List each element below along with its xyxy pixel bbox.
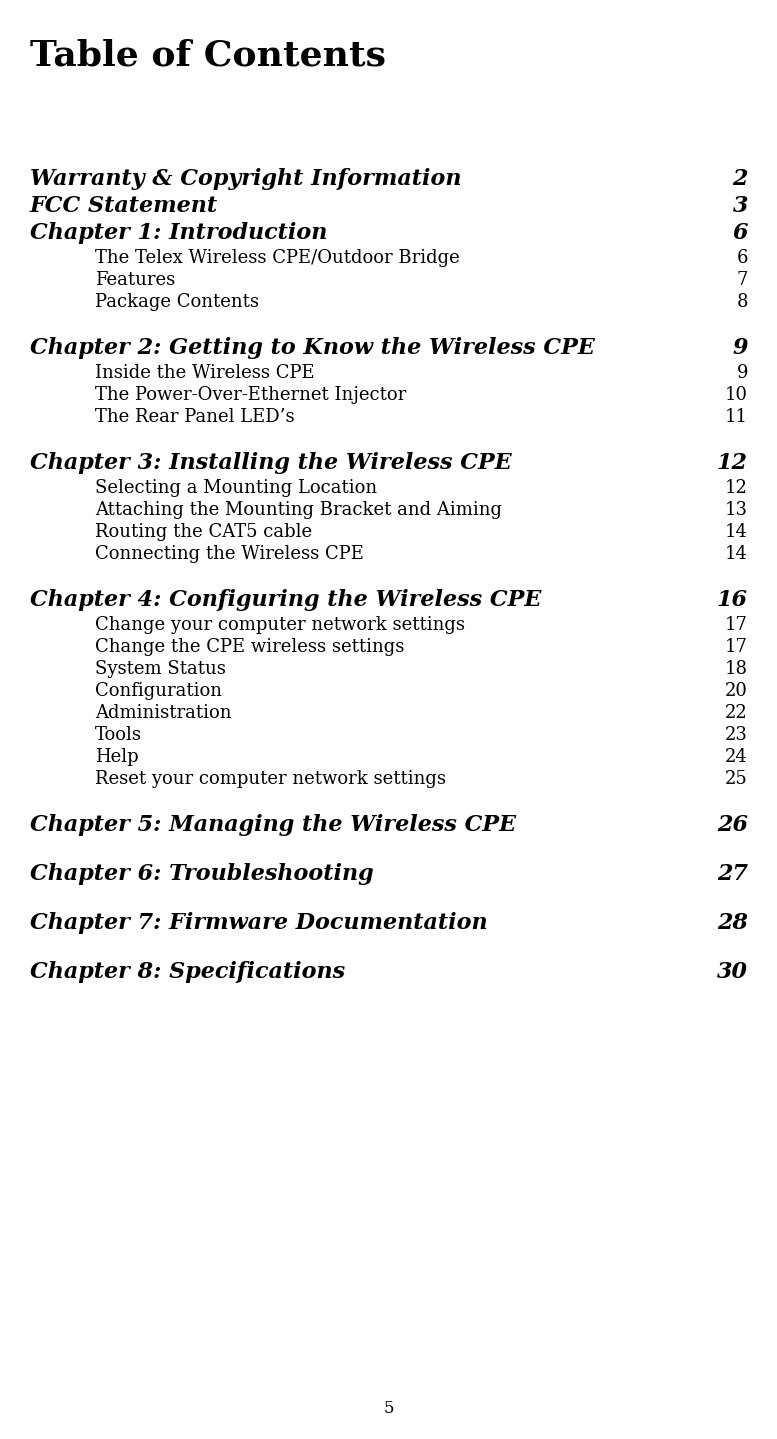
Text: 6: 6 xyxy=(737,249,748,268)
Text: 7: 7 xyxy=(737,271,748,289)
Text: 9: 9 xyxy=(737,364,748,381)
Text: 27: 27 xyxy=(717,863,748,885)
Text: Help: Help xyxy=(95,748,138,766)
Text: 8: 8 xyxy=(737,294,748,311)
Text: 20: 20 xyxy=(725,682,748,699)
Text: 17: 17 xyxy=(725,616,748,635)
Text: Inside the Wireless CPE: Inside the Wireless CPE xyxy=(95,364,315,381)
Text: Chapter 3: Installing the Wireless CPE: Chapter 3: Installing the Wireless CPE xyxy=(30,452,512,473)
Text: Table of Contents: Table of Contents xyxy=(30,37,386,72)
Text: Chapter 6: Troubleshooting: Chapter 6: Troubleshooting xyxy=(30,863,374,885)
Text: 23: 23 xyxy=(725,727,748,744)
Text: The Power-Over-Ethernet Injector: The Power-Over-Ethernet Injector xyxy=(95,386,406,404)
Text: Reset your computer network settings: Reset your computer network settings xyxy=(95,770,446,789)
Text: Warranty & Copyright Information: Warranty & Copyright Information xyxy=(30,168,462,190)
Text: 28: 28 xyxy=(717,912,748,934)
Text: 10: 10 xyxy=(725,386,748,404)
Text: Configuration: Configuration xyxy=(95,682,222,699)
Text: The Rear Panel LED’s: The Rear Panel LED’s xyxy=(95,409,294,426)
Text: 9: 9 xyxy=(733,337,748,358)
Text: Change the CPE wireless settings: Change the CPE wireless settings xyxy=(95,637,404,656)
Text: Chapter 8: Specifications: Chapter 8: Specifications xyxy=(30,961,345,983)
Text: 26: 26 xyxy=(717,814,748,836)
Text: Connecting the Wireless CPE: Connecting the Wireless CPE xyxy=(95,545,364,563)
Text: Chapter 1: Introduction: Chapter 1: Introduction xyxy=(30,222,327,245)
Text: 25: 25 xyxy=(725,770,748,789)
Text: Chapter 5: Managing the Wireless CPE: Chapter 5: Managing the Wireless CPE xyxy=(30,814,516,836)
Text: 17: 17 xyxy=(725,637,748,656)
Text: Attaching the Mounting Bracket and Aiming: Attaching the Mounting Bracket and Aimin… xyxy=(95,501,502,519)
Text: Selecting a Mounting Location: Selecting a Mounting Location xyxy=(95,479,377,496)
Text: 18: 18 xyxy=(725,661,748,678)
Text: Chapter 4: Configuring the Wireless CPE: Chapter 4: Configuring the Wireless CPE xyxy=(30,589,542,612)
Text: 14: 14 xyxy=(725,545,748,563)
Text: 24: 24 xyxy=(725,748,748,766)
Text: 14: 14 xyxy=(725,522,748,541)
Text: 16: 16 xyxy=(717,589,748,612)
Text: 22: 22 xyxy=(725,704,748,722)
Text: Administration: Administration xyxy=(95,704,232,722)
Text: Package Contents: Package Contents xyxy=(95,294,259,311)
Text: Chapter 2: Getting to Know the Wireless CPE: Chapter 2: Getting to Know the Wireless … xyxy=(30,337,595,358)
Text: Features: Features xyxy=(95,271,176,289)
Text: Tools: Tools xyxy=(95,727,142,744)
Text: 12: 12 xyxy=(717,452,748,473)
Text: 5: 5 xyxy=(383,1400,394,1417)
Text: 30: 30 xyxy=(717,961,748,983)
Text: Chapter 7: Firmware Documentation: Chapter 7: Firmware Documentation xyxy=(30,912,488,934)
Text: 3: 3 xyxy=(733,196,748,217)
Text: 2: 2 xyxy=(733,168,748,190)
Text: 11: 11 xyxy=(725,409,748,426)
Text: Routing the CAT5 cable: Routing the CAT5 cable xyxy=(95,522,312,541)
Text: 6: 6 xyxy=(733,222,748,245)
Text: Change your computer network settings: Change your computer network settings xyxy=(95,616,465,635)
Text: 13: 13 xyxy=(725,501,748,519)
Text: FCC Statement: FCC Statement xyxy=(30,196,218,217)
Text: 12: 12 xyxy=(725,479,748,496)
Text: The Telex Wireless CPE/Outdoor Bridge: The Telex Wireless CPE/Outdoor Bridge xyxy=(95,249,460,268)
Text: System Status: System Status xyxy=(95,661,226,678)
